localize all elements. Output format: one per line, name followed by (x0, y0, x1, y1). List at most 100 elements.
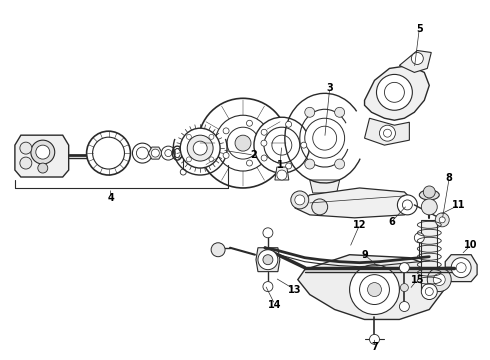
Circle shape (415, 233, 424, 243)
Polygon shape (399, 50, 431, 72)
Polygon shape (365, 118, 409, 145)
Circle shape (193, 141, 207, 155)
Text: 8: 8 (446, 173, 453, 183)
Circle shape (261, 129, 267, 135)
Circle shape (165, 150, 172, 157)
Circle shape (263, 255, 273, 265)
Polygon shape (275, 167, 289, 180)
Circle shape (451, 258, 471, 278)
Polygon shape (365, 66, 429, 120)
Circle shape (305, 159, 315, 169)
Polygon shape (15, 135, 69, 177)
Circle shape (286, 121, 292, 127)
Circle shape (360, 275, 390, 305)
Polygon shape (298, 255, 444, 319)
Circle shape (187, 135, 213, 161)
Circle shape (427, 268, 451, 292)
Circle shape (421, 284, 437, 300)
Circle shape (209, 157, 214, 162)
Circle shape (399, 302, 409, 311)
Circle shape (186, 157, 192, 162)
Text: 5: 5 (416, 24, 423, 33)
Circle shape (254, 117, 310, 173)
Circle shape (209, 134, 214, 139)
Circle shape (93, 137, 124, 169)
Circle shape (433, 274, 445, 285)
Text: 1: 1 (276, 160, 283, 170)
Circle shape (132, 143, 152, 163)
Circle shape (335, 107, 344, 117)
Text: 4: 4 (107, 193, 114, 203)
Circle shape (215, 115, 271, 171)
Circle shape (423, 186, 435, 198)
Circle shape (369, 334, 379, 345)
Circle shape (136, 147, 148, 159)
Circle shape (295, 195, 305, 205)
Circle shape (291, 191, 309, 209)
Circle shape (312, 199, 328, 215)
Polygon shape (295, 188, 415, 218)
Circle shape (186, 134, 192, 139)
Circle shape (20, 157, 32, 169)
Circle shape (286, 163, 292, 169)
Circle shape (87, 131, 130, 175)
Circle shape (31, 140, 55, 164)
Circle shape (246, 120, 252, 126)
Text: 11: 11 (452, 200, 466, 210)
Circle shape (20, 142, 32, 154)
Circle shape (368, 283, 382, 297)
Text: 15: 15 (411, 275, 424, 285)
Circle shape (400, 284, 408, 292)
Text: 12: 12 (353, 220, 367, 230)
Circle shape (435, 213, 449, 227)
Circle shape (261, 155, 267, 161)
Circle shape (425, 288, 433, 296)
Circle shape (151, 149, 159, 157)
Circle shape (349, 265, 399, 315)
Circle shape (439, 217, 445, 223)
Circle shape (397, 195, 417, 215)
Circle shape (246, 160, 252, 166)
Text: 3: 3 (326, 84, 333, 93)
Circle shape (313, 126, 337, 150)
Text: 9: 9 (361, 250, 368, 260)
Circle shape (180, 128, 220, 168)
Circle shape (385, 82, 404, 102)
Polygon shape (310, 180, 340, 193)
Circle shape (258, 250, 278, 270)
Circle shape (235, 135, 251, 151)
Circle shape (335, 159, 344, 169)
Circle shape (379, 125, 395, 141)
Text: 13: 13 (288, 284, 301, 294)
Circle shape (38, 163, 48, 173)
Circle shape (305, 107, 315, 117)
Circle shape (180, 169, 186, 175)
Circle shape (421, 199, 437, 215)
Circle shape (263, 282, 273, 292)
Circle shape (412, 53, 423, 64)
Circle shape (161, 146, 175, 160)
Circle shape (223, 128, 229, 134)
Circle shape (384, 129, 392, 137)
Circle shape (376, 75, 413, 110)
Circle shape (264, 127, 300, 163)
Circle shape (261, 140, 267, 146)
Polygon shape (148, 147, 162, 159)
Circle shape (36, 145, 50, 159)
Circle shape (211, 243, 225, 257)
Circle shape (277, 170, 287, 180)
Text: 6: 6 (388, 217, 395, 227)
Ellipse shape (419, 190, 439, 200)
Circle shape (399, 263, 409, 273)
Polygon shape (256, 248, 280, 272)
Circle shape (402, 200, 413, 210)
Text: 10: 10 (465, 240, 478, 250)
Circle shape (272, 135, 292, 155)
Text: 14: 14 (268, 300, 282, 310)
FancyBboxPatch shape (421, 220, 437, 289)
Circle shape (305, 118, 344, 158)
Circle shape (456, 263, 466, 273)
Text: 2: 2 (250, 150, 257, 160)
Text: 7: 7 (371, 342, 378, 352)
Circle shape (301, 142, 307, 148)
